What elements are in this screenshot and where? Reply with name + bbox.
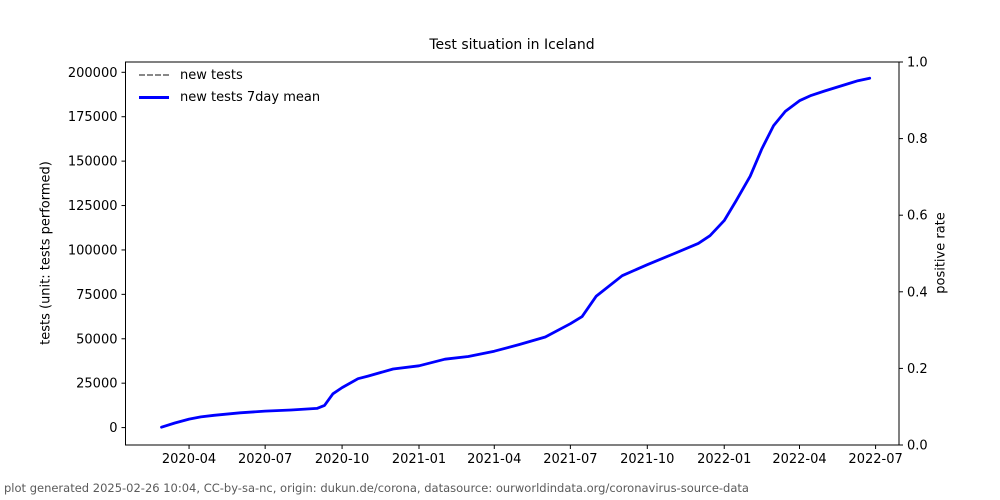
y2-tick-label: 0.0	[907, 439, 928, 454]
chart-canvas: 2020-04 2020-07 2020-10 2021-01 2021-04 2021-…	[68, 56, 928, 468]
y2-tick-label: 0.4	[907, 285, 928, 300]
x-tick-label: 2020-10	[315, 452, 369, 467]
x-tick-label: 2021-10	[620, 452, 674, 467]
x-tick-label: 2021-07	[543, 452, 597, 467]
x-tick-label: 2022-04	[772, 452, 826, 467]
y2-tick-label: 0.8	[907, 132, 928, 147]
y-tick-label: 200000	[68, 66, 118, 81]
x-tick-label: 2021-04	[467, 452, 521, 467]
legend-item-new-tests-7day-mean: new tests 7day mean	[139, 88, 320, 106]
solid-line-sample-icon	[139, 95, 169, 99]
y2-tick-label: 1.0	[907, 56, 928, 71]
x-tick-label: 2020-07	[238, 452, 292, 467]
y-tick-label: 75000	[76, 288, 117, 303]
y-axis-label: tests (unit: tests performed)	[38, 161, 54, 345]
x-tick-label: 2020-04	[162, 452, 216, 467]
x-tick-label: 2022-07	[848, 452, 902, 467]
plot-frame	[125, 61, 900, 446]
y2-axis-label: positive rate	[933, 212, 949, 294]
x-tick-label: 2022-01	[697, 452, 751, 467]
x-tick-label: 2021-01	[392, 452, 446, 467]
y-tick-label: 150000	[68, 155, 118, 170]
legend-label: new tests 7day mean	[180, 89, 321, 105]
y-tick-label: 25000	[76, 377, 117, 392]
dashed-line-sample-icon	[139, 74, 169, 76]
y-tick-label: 50000	[76, 332, 117, 347]
legend-item-new-tests: new tests	[139, 66, 320, 84]
legend: new tests new tests 7day mean	[139, 66, 320, 106]
chart-title: Test situation in Iceland	[429, 37, 595, 53]
y2-tick-label: 0.2	[907, 362, 928, 377]
new-tests-7day-mean-line	[160, 76, 872, 429]
footer-credit-text: plot generated 2025-02-26 10:04, CC-by-s…	[4, 481, 749, 495]
y-tick-label: 125000	[68, 199, 118, 214]
y-tick-label: 0	[109, 421, 117, 436]
y-tick-label: 175000	[68, 110, 118, 125]
y2-tick-label: 0.6	[907, 209, 928, 224]
legend-label: new tests	[180, 67, 243, 83]
y-tick-label: 100000	[68, 243, 118, 258]
